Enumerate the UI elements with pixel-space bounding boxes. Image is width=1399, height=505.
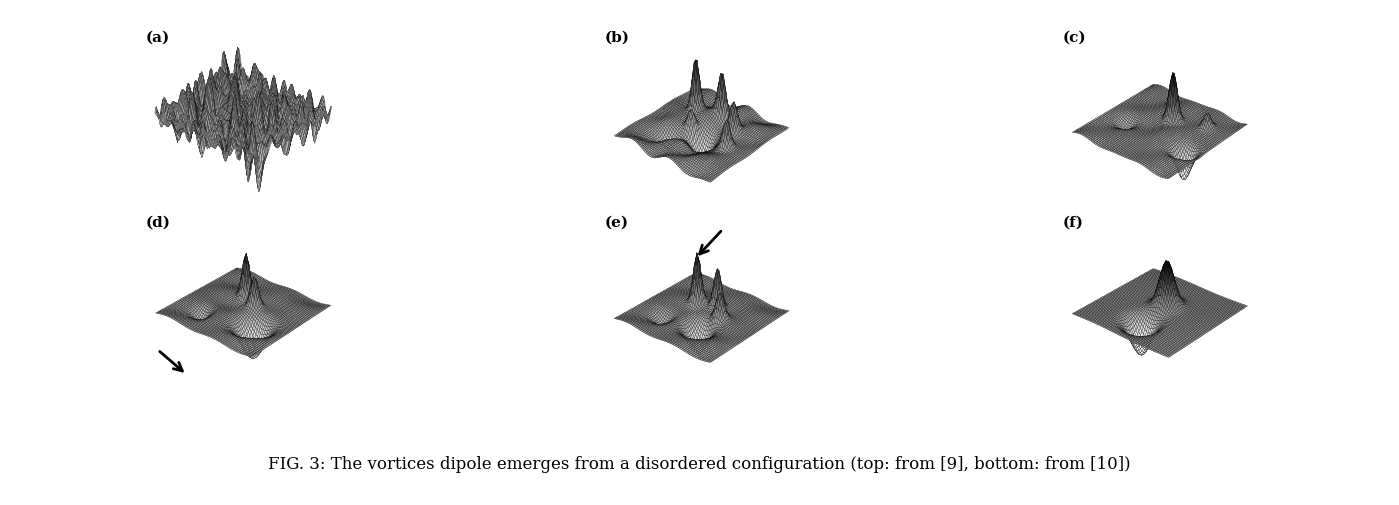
Text: FIG. 3: The vortices dipole emerges from a disordered configuration (top: from [: FIG. 3: The vortices dipole emerges from… [269, 456, 1130, 473]
Text: (d): (d) [145, 216, 171, 230]
Text: (e): (e) [604, 216, 628, 230]
Text: (c): (c) [1063, 31, 1086, 45]
Text: (a): (a) [145, 31, 171, 45]
Text: (f): (f) [1063, 216, 1084, 230]
Text: (b): (b) [604, 31, 630, 45]
